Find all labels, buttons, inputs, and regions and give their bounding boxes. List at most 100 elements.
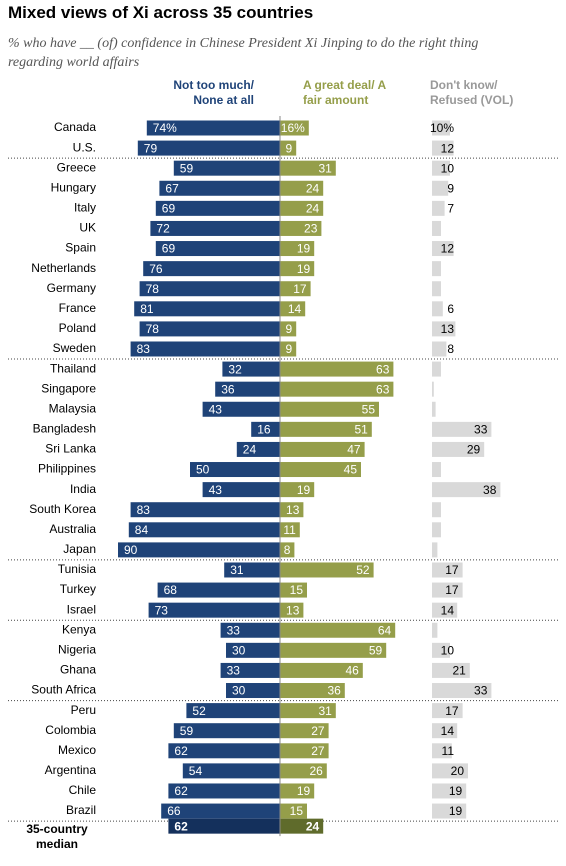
category-label: U.S. [73, 140, 96, 154]
category-label: Mexico [58, 743, 96, 757]
bar [280, 642, 387, 658]
bar [222, 361, 280, 377]
bar [173, 160, 280, 176]
bar [280, 803, 307, 819]
data-label: 14 [288, 302, 302, 316]
bar [139, 281, 280, 297]
data-label: 83 [137, 342, 151, 356]
bar [280, 401, 379, 417]
bar [128, 522, 280, 538]
data-label: 43 [209, 483, 223, 497]
data-label: 7 [447, 202, 454, 216]
bar [226, 683, 280, 699]
bar [280, 301, 306, 317]
data-label: 10% [430, 121, 454, 135]
data-label: 31 [318, 161, 332, 175]
bar [280, 261, 315, 277]
data-label: 67 [165, 181, 179, 195]
data-label: 9 [286, 342, 293, 356]
data-label: 10 [441, 644, 455, 658]
data-label: 15 [290, 804, 304, 818]
bar [251, 421, 280, 437]
bar [168, 743, 280, 759]
data-label: 17 [445, 704, 459, 718]
data-label: 19 [297, 242, 311, 256]
data-label: 27 [311, 724, 325, 738]
data-label: 14 [441, 603, 455, 617]
bar [280, 783, 315, 799]
bar [432, 120, 450, 136]
bar [155, 241, 280, 257]
bar [432, 180, 449, 196]
data-label: 84 [135, 523, 149, 537]
data-label: 32 [228, 362, 242, 376]
bar [226, 642, 280, 658]
category-label: Canada [54, 120, 96, 134]
bar [280, 160, 336, 176]
data-label: 16 [257, 423, 271, 437]
bar [280, 602, 304, 618]
category-label: Poland [59, 321, 96, 335]
data-label: 11 [442, 744, 455, 758]
bar [137, 140, 280, 156]
legend-entry: A great deal/ A fair amount [303, 78, 386, 107]
data-label: 15 [290, 583, 304, 597]
data-label: 79 [144, 141, 158, 155]
bar [280, 381, 394, 397]
bar [432, 703, 463, 719]
bar [159, 180, 280, 196]
data-label: 50 [196, 463, 210, 477]
bar [280, 522, 300, 538]
data-label: 62 [174, 744, 188, 758]
bar [280, 723, 329, 739]
bar [280, 341, 297, 357]
bar [161, 803, 280, 819]
data-label: 63 [376, 362, 390, 376]
data-label: 30 [232, 684, 246, 698]
bar [432, 241, 454, 257]
data-label: 45 [344, 463, 358, 477]
data-label: 78 [146, 322, 160, 336]
data-label: 33 [474, 423, 488, 437]
data-label: 16% [281, 121, 305, 135]
data-label: 26 [309, 764, 323, 778]
bar [280, 241, 315, 257]
bar [280, 361, 394, 377]
category-label: Malaysia [49, 401, 97, 415]
category-label: Argentina [45, 763, 97, 777]
bar [173, 723, 280, 739]
data-label: 29 [467, 443, 481, 457]
bar [432, 723, 458, 739]
data-label: 78 [146, 282, 160, 296]
data-label: 19 [297, 483, 311, 497]
bar [224, 562, 280, 578]
data-label: 12 [441, 242, 455, 256]
category-label: India [70, 482, 96, 496]
bar [168, 783, 280, 799]
category-label: Bangladesh [33, 422, 96, 436]
median-label-value: 62 [174, 819, 188, 833]
data-label: 13 [286, 603, 300, 617]
bar [432, 140, 454, 156]
data-label: 52 [192, 704, 206, 718]
bar [146, 120, 280, 136]
bar [150, 220, 280, 236]
bar [139, 321, 280, 337]
bar [432, 602, 458, 618]
data-label: 11 [283, 523, 296, 537]
data-label: 19 [449, 784, 463, 798]
bar [280, 502, 304, 518]
bar [432, 301, 443, 317]
bar [280, 662, 363, 678]
data-label: 54 [189, 764, 203, 778]
bar [432, 160, 450, 176]
data-label: 43 [209, 402, 223, 416]
category-label: Australia [49, 522, 96, 536]
data-label: 9 [286, 322, 293, 336]
bar [220, 622, 280, 638]
bar [280, 180, 324, 196]
data-label: 17 [293, 282, 307, 296]
bar [280, 321, 297, 337]
